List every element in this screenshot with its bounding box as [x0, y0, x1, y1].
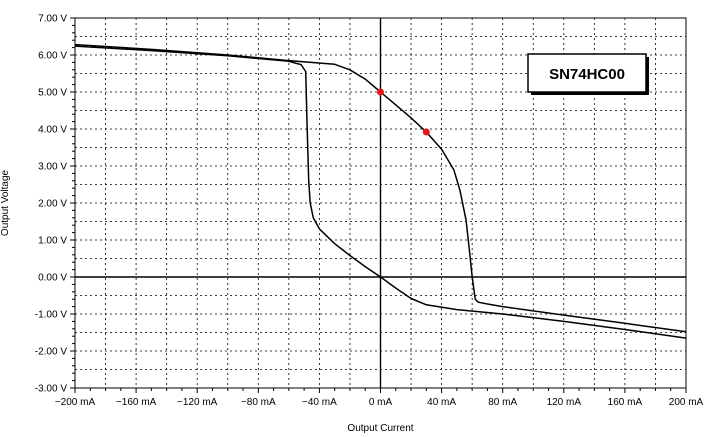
chart-title: SN74HC00 — [549, 66, 625, 83]
title-box-frame — [527, 53, 647, 93]
y-tick-label: 4.00 V — [38, 125, 67, 136]
y-tick-label: 0.00 V — [38, 273, 67, 284]
y-tick-label: 1.00 V — [38, 236, 67, 247]
x-axis-title: Output Current — [347, 423, 413, 434]
x-tick-label: 120 mA — [547, 397, 582, 408]
x-tick-label: 80 mA — [488, 397, 517, 408]
axis-ticks — [70, 17, 687, 393]
x-tick-label: −80 mA — [241, 397, 276, 408]
y-tick-label: 6.00 V — [38, 51, 67, 62]
title-box: SN74HC00 — [527, 53, 649, 95]
y-tick-label: -1.00 V — [35, 310, 68, 321]
x-tick-labels: −200 mA −160 mA −120 mA −80 mA −40 mA 0 mA 40 … — [55, 397, 704, 408]
x-tick-label: −40 mA — [302, 397, 337, 408]
series-line-curve-left-transition — [74, 45, 687, 339]
series-lines — [74, 43, 687, 339]
data-point-marker — [422, 128, 430, 136]
data-point-marker — [377, 88, 384, 96]
data-markers — [377, 88, 430, 136]
y-tick-label: 3.00 V — [38, 162, 67, 173]
series-line-curve-right-transition — [74, 43, 687, 333]
y-tick-label: -2.00 V — [35, 347, 68, 358]
x-tick-label: −120 mA — [177, 397, 218, 408]
y-tick-label: 5.00 V — [38, 88, 67, 99]
y-tick-labels: 7.00 V 6.00 V 5.00 V 4.00 V 3.00 V 2.00 V 1.00… — [35, 14, 68, 395]
x-tick-label: 160 mA — [608, 397, 643, 408]
y-tick-label: 2.00 V — [38, 199, 67, 210]
x-tick-label: 0 mA — [369, 397, 393, 408]
x-tick-label: 200 mA — [669, 397, 704, 408]
y-tick-label: 7.00 V — [38, 14, 67, 25]
x-tick-label: −200 mA — [55, 397, 96, 408]
y-axis-title: Output Voltage — [0, 169, 11, 236]
x-tick-label: −160 mA — [116, 397, 157, 408]
x-tick-label: 40 mA — [427, 397, 456, 408]
y-tick-label: -3.00 V — [35, 384, 68, 395]
